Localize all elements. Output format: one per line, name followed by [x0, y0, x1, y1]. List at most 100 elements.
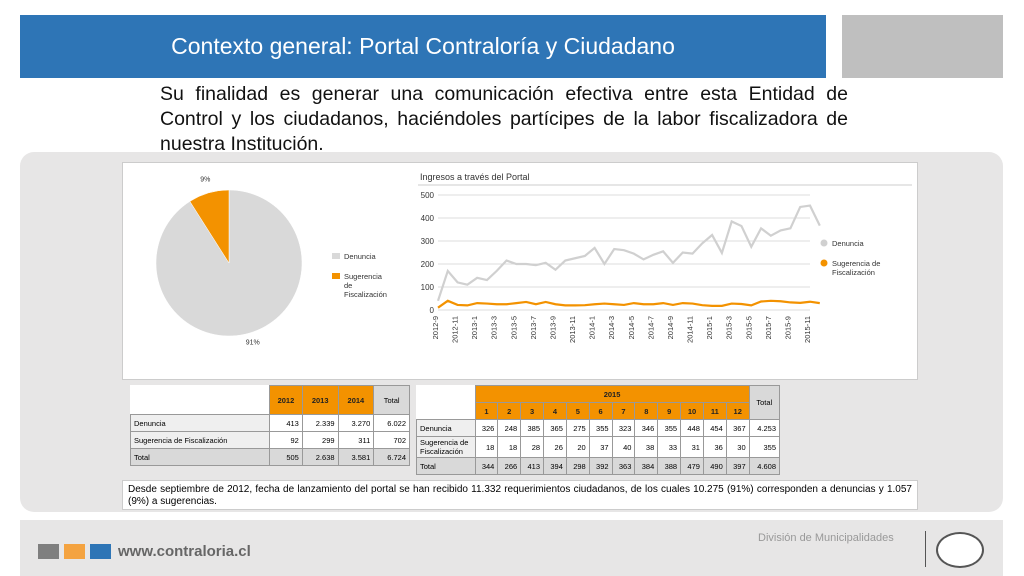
cell: Denuncia: [129, 414, 271, 432]
cell: 38: [634, 436, 659, 458]
x-tick-label: 2015-9: [783, 316, 792, 339]
line-series: [436, 204, 821, 302]
legend-label: Denuncia: [344, 252, 376, 261]
cell: 299: [301, 431, 339, 449]
y-tick-label: 400: [421, 214, 435, 223]
x-tick-label: 2013-5: [509, 316, 518, 339]
cell: 31: [680, 436, 704, 458]
cell: 26: [543, 436, 567, 458]
header-cell: 1: [474, 402, 499, 420]
cell: 702: [373, 431, 410, 449]
x-tick-label: 2013-7: [529, 316, 538, 339]
square: [38, 544, 59, 559]
header-cell: 2015: [474, 385, 750, 403]
cell: 298: [565, 457, 590, 475]
intro-text: Su finalidad es generar una comunicación…: [160, 83, 848, 155]
cell: 36: [702, 436, 727, 458]
cell: 18: [474, 436, 499, 458]
cell: 92: [269, 431, 303, 449]
x-tick-label: 2014-7: [646, 316, 655, 339]
cell: 311: [337, 431, 375, 449]
cell: Sugerencia de Fiscalización: [416, 436, 476, 458]
cell: Total: [129, 448, 271, 466]
table: 2015 Total 1 2 3 4 5 6 7 8 9 10 11 12 Denuncia 326 248 38…: [416, 385, 781, 475]
row: Sugerencia de Fiscalización 92 299 311 702: [129, 431, 410, 449]
x-tick-label: 2015-5: [744, 316, 753, 339]
pie-label: 91%: [246, 340, 260, 347]
x-tick-label: 2012-11: [451, 316, 460, 343]
y-tick-label: 300: [421, 237, 435, 246]
legend-swatch: [820, 259, 828, 267]
cell: [130, 385, 270, 415]
cell: 37: [588, 436, 613, 458]
site: www.contraloria.cl: [118, 543, 251, 560]
cell: 355: [588, 419, 613, 437]
row: Sugerencia de Fiscalización 18 18 28 26 20 37 4…: [416, 436, 781, 458]
header-cell: Total: [373, 385, 410, 415]
cell: 326: [474, 419, 499, 437]
cell: 490: [702, 457, 727, 475]
seal: [936, 532, 984, 568]
cell: 355: [748, 436, 781, 458]
header-cell: 10: [680, 402, 704, 420]
legend-label: Denuncia: [832, 239, 864, 248]
cell: 323: [611, 419, 636, 437]
header-cell: 2013: [301, 385, 339, 415]
header-cell: 11: [702, 402, 727, 420]
cell: 367: [725, 419, 750, 437]
legend-swatch: [332, 253, 340, 259]
cell: 385: [520, 419, 545, 437]
cell: Denuncia: [416, 419, 476, 437]
legend-swatch: [820, 239, 828, 247]
square: [64, 544, 85, 559]
y-tick-label: 0: [430, 306, 435, 315]
x-tick-label: 2013-9: [548, 316, 557, 339]
cell: 448: [680, 419, 704, 437]
header-cell: 2012: [269, 385, 303, 415]
cell: 384: [634, 457, 659, 475]
line-series: [437, 299, 820, 309]
x-tick-label: 2014-5: [627, 316, 636, 339]
x-tick-label: 2013-11: [568, 316, 577, 343]
header-cell: 5: [565, 402, 590, 420]
legend-label: Sugerencia de Fiscalización: [344, 272, 387, 299]
x-tick-label: 2015-1: [705, 316, 714, 339]
cell: 392: [588, 457, 613, 475]
title-bar: Contexto general: Portal Contraloría y C…: [20, 15, 826, 78]
row: 2015 Total: [416, 385, 781, 420]
note: Desde septiembre de 2012, fecha de lanza…: [122, 480, 918, 510]
x-tick-label: 2014-3: [607, 316, 616, 339]
legend-swatch: [332, 273, 340, 279]
cell: 3.581: [337, 448, 375, 466]
cell: 479: [680, 457, 704, 475]
y-tick-label: 100: [421, 283, 435, 292]
chart-title: Ingresos a través del Portal: [420, 172, 530, 182]
separator: [925, 531, 926, 567]
pie-label: 9%: [200, 176, 210, 183]
cell: 4.608: [748, 457, 781, 475]
row: Denuncia 413 2.339 3.270 6.022: [129, 414, 410, 432]
row: Denuncia 326 248 385 365 275 355 323 346 355 448 45…: [416, 419, 781, 437]
cell: 344: [474, 457, 499, 475]
header-cell: 3: [520, 402, 545, 420]
cell: 40: [611, 436, 636, 458]
x-tick-label: 2015-7: [764, 316, 773, 339]
row: Total 344 266 413 394 298 392 363 384 388 479 490 39…: [416, 457, 781, 475]
cell: 413: [520, 457, 545, 475]
cell: [416, 385, 475, 420]
y-tick-label: 200: [421, 260, 435, 269]
row: Total 505 2.638 3.581 6.724: [129, 448, 410, 466]
header-cell: 9: [657, 402, 682, 420]
row: 1 2 3 4 5 6 7 8 9 10 11 12: [417, 402, 780, 420]
cell: 30: [725, 436, 750, 458]
row: 2012 2013 2014 Total: [130, 385, 410, 415]
x-tick-label: 2015-3: [725, 316, 734, 339]
x-tick-label: 2013-1: [470, 316, 479, 339]
cell: 6.724: [373, 448, 410, 466]
cell: 275: [565, 419, 590, 437]
header-cell: 8: [634, 402, 659, 420]
cell: 2.638: [301, 448, 339, 466]
cell: 4.253: [748, 419, 781, 437]
